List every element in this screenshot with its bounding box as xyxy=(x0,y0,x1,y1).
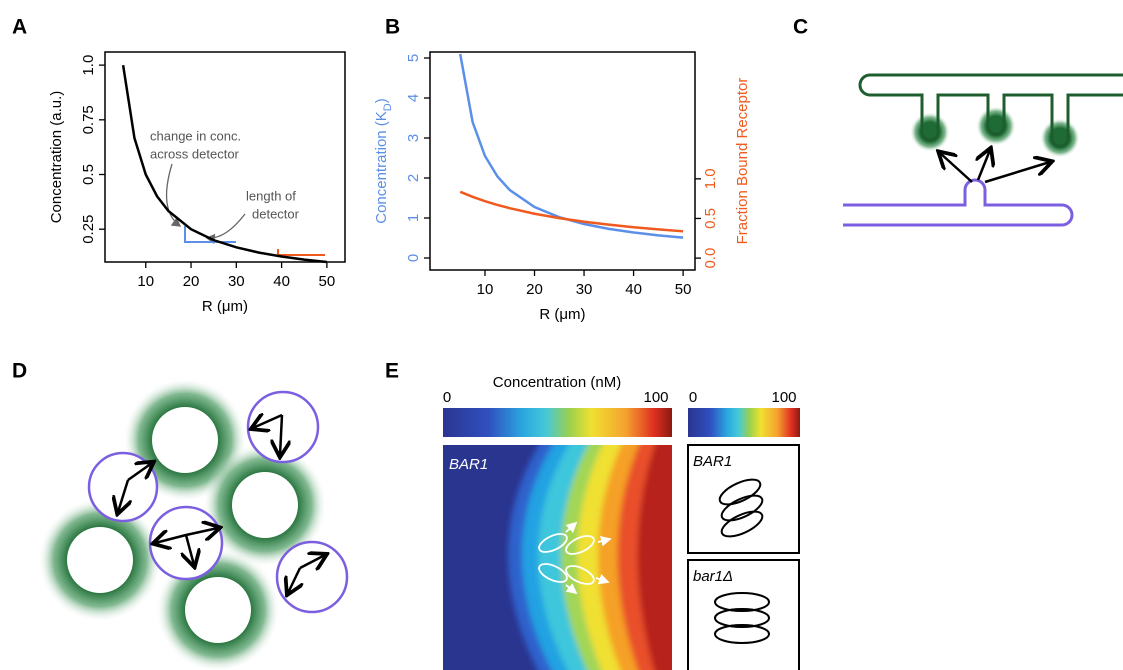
x-axis-label: R (μm) xyxy=(539,306,585,323)
cell-outline xyxy=(843,180,1072,225)
pheromone-glow xyxy=(976,106,1016,146)
x-axis-label: R (μm) xyxy=(202,298,248,315)
cell xyxy=(67,527,133,593)
x-tick-label: 50 xyxy=(675,281,692,298)
y-axis-label-part: ) xyxy=(373,98,390,103)
x-tick-label: 50 xyxy=(319,273,336,290)
cell xyxy=(89,453,157,521)
x-tick-label: 30 xyxy=(576,281,593,298)
figure: A B C D E change in conc. across detecto… xyxy=(0,0,1123,670)
inset-label: BAR1 xyxy=(693,453,732,470)
detector-bracket xyxy=(278,249,325,255)
y-tick-label: 0.0 xyxy=(702,248,719,269)
y-tick-label: 0.5 xyxy=(702,208,719,229)
annotation: detector xyxy=(252,206,300,221)
data-line xyxy=(123,65,327,262)
panel-label: E xyxy=(385,360,399,383)
pheromone-glow xyxy=(910,112,950,152)
y-tick-label: 0.75 xyxy=(80,105,97,134)
y-axis-label-part: Concentration (K xyxy=(373,111,390,224)
inset-label: bar1Δ xyxy=(693,568,733,585)
arrow xyxy=(985,162,1050,182)
arrow xyxy=(978,150,990,180)
y-tick-label: 1.0 xyxy=(702,168,719,189)
cell xyxy=(277,542,347,612)
y-tick-label: 2 xyxy=(405,174,422,182)
annotation: across detector xyxy=(150,146,240,161)
annotation-arrow xyxy=(167,164,180,226)
annotation: change in conc. xyxy=(150,128,241,143)
colorbar xyxy=(443,408,672,437)
pheromone-glow xyxy=(1040,118,1080,158)
y-tick-label: 0.5 xyxy=(80,164,97,185)
colorbar-tick-label: 100 xyxy=(771,389,796,406)
plot-frame xyxy=(430,52,695,270)
y-tick-label: 0.25 xyxy=(80,215,97,244)
diagram-c xyxy=(843,75,1123,225)
cell xyxy=(150,507,222,579)
panel-label: D xyxy=(12,360,27,383)
x-tick-label: 20 xyxy=(526,281,543,298)
cell xyxy=(185,577,251,643)
heatmap-label: BAR1 xyxy=(449,456,488,473)
x-tick-label: 10 xyxy=(137,273,154,290)
diagram-e: Concentration (nM) 0 100 0 100 BAR1 BAR1… xyxy=(443,374,800,670)
colorbar-tick-label: 0 xyxy=(443,389,451,406)
y-tick-label: 5 xyxy=(405,54,422,62)
y-axis-label-sub: D xyxy=(382,103,394,111)
cell xyxy=(248,392,318,462)
x-tick-label: 40 xyxy=(625,281,642,298)
annotation-group: change in conc. across detector length o… xyxy=(150,128,325,255)
data-line xyxy=(460,192,683,231)
annotation: length of xyxy=(246,188,296,203)
y-axis-label: Concentration (KD) xyxy=(373,98,394,224)
colorbar-tick-label: 100 xyxy=(643,389,668,406)
y-tick-label: 4 xyxy=(405,94,422,102)
panel-label: A xyxy=(12,16,27,39)
x-tick-label: 30 xyxy=(228,273,245,290)
x-tick-label: 20 xyxy=(183,273,200,290)
y2-axis-label: Fraction Bound Receptor xyxy=(734,78,751,245)
colorbar-title: Concentration (nM) xyxy=(493,374,621,391)
annotation-arrow xyxy=(207,214,245,238)
x-tick-label: 10 xyxy=(477,281,494,298)
arrow xyxy=(940,153,972,182)
x-tick-label: 40 xyxy=(273,273,290,290)
diagram-d xyxy=(38,378,347,670)
y-tick-label: 0 xyxy=(405,254,422,262)
y-axis-label: Concentration (a.u.) xyxy=(48,91,65,224)
y-tick-label: 1 xyxy=(405,214,422,222)
cell xyxy=(232,472,298,538)
y-tick-label: 1.0 xyxy=(80,55,97,76)
colorbar xyxy=(688,408,800,437)
data-line xyxy=(460,54,683,238)
colorbar-tick-label: 0 xyxy=(689,389,697,406)
cell xyxy=(152,407,218,473)
y-tick-label: 3 xyxy=(405,134,422,142)
panel-label: B xyxy=(385,16,400,39)
panel-label: C xyxy=(793,16,808,39)
